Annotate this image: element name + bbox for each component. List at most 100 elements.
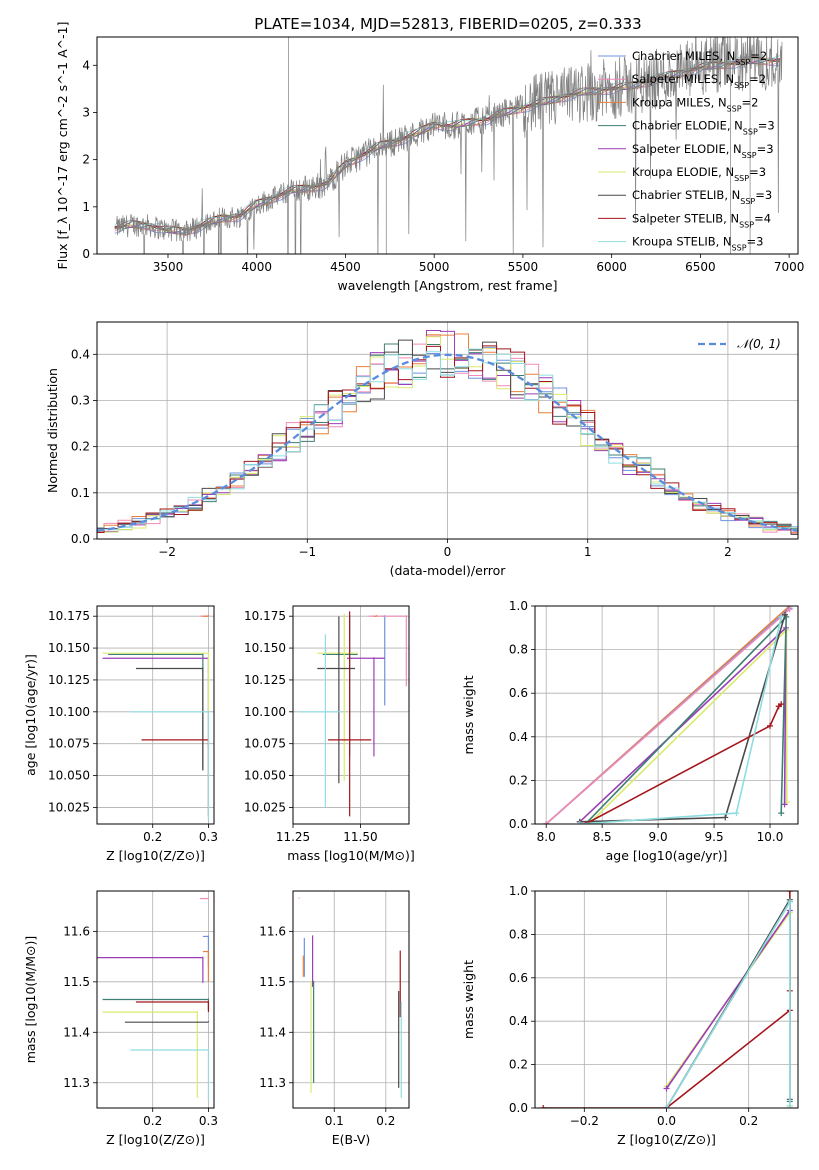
y-tick-label: 0.0: [71, 532, 90, 546]
x-tick-label: 5500: [508, 260, 539, 274]
y-tick-label: 0.6: [509, 686, 528, 700]
plot-area: [97, 330, 798, 535]
mass-weight-marker: [663, 1105, 670, 1108]
y-tick-label: 0.0: [509, 1101, 528, 1115]
panel-mass-vs-Z: 0.2 0.3 11.3 11.4 11.5 11.6 Z [log10(Z/Z⊙)] mas…: [23, 890, 218, 1147]
y-tick-label: 0: [82, 247, 90, 261]
y-tick-label: 10.125: [244, 673, 286, 687]
y-tick-label: 10.175: [48, 609, 90, 623]
y-tick-label: 0.8: [509, 927, 528, 941]
mass-weight-line: [545, 608, 791, 824]
plot-area: [102, 615, 210, 821]
data-point: [317, 616, 356, 784]
y-tick-label: 0.4: [71, 347, 90, 361]
mass-weight-line: [665, 910, 791, 1089]
x-tick-label: 0.3: [199, 1114, 218, 1128]
data-point: [102, 652, 210, 768]
mass-weight-line: [590, 628, 788, 823]
plot-area: [298, 611, 407, 817]
mass-weight-marker: [782, 611, 789, 618]
mass-weight-marker: [543, 821, 550, 824]
mass-weight-marker: [733, 810, 740, 817]
y-tick-label: 0.3: [71, 393, 90, 407]
mass-weight-marker: [778, 613, 785, 620]
y-axis-label: mass weight: [461, 960, 476, 1039]
data-point: [322, 615, 358, 757]
mass-weight-line: [584, 614, 788, 824]
y-tick-label: 11.4: [63, 1025, 90, 1039]
y-tick-label: 0.1: [71, 486, 90, 500]
y-tick-label: 10.150: [244, 641, 286, 655]
y-tick-label: 1.0: [509, 599, 528, 613]
mass-weight-marker: [778, 810, 785, 817]
mass-weight-marker: [786, 891, 793, 894]
panel-mass-weight-vs-Z: −0.2 0.0 0.2 0.0 0.2 0.4 0.6 0.8 1.0 Z [log10(Z/Z…: [461, 884, 799, 1147]
data-point: [102, 657, 210, 748]
mass-weight-marker: [786, 606, 793, 613]
residual-histogram-step: [97, 348, 798, 531]
legend-entry: Kroupa STELIB, NSSP=3: [632, 235, 763, 253]
panel-age-vs-mass: 11.25 11.50 10.025 10.050 10.075 10.100 10.125…: [244, 605, 415, 863]
y-tick-label: 10.125: [48, 673, 90, 687]
histogram-legend: 𝒩(0, 1): [698, 337, 781, 351]
x-tick-label: 3500: [153, 260, 184, 274]
axes-frame: [96, 890, 215, 1109]
y-tick-label: 10.025: [244, 800, 286, 814]
data-point: [382, 615, 386, 706]
data-point: [102, 1011, 198, 1098]
x-tick-label: 0.2: [143, 830, 162, 844]
mass-weight-marker: [663, 1085, 670, 1092]
data-point: [102, 998, 210, 1010]
y-tick-label: 2: [82, 153, 90, 167]
y-tick-label: 11.5: [259, 975, 286, 989]
legend-entry: Chabrier ELODIE, NSSP=3: [632, 119, 775, 137]
data-point: [136, 667, 204, 771]
x-tick-label: −2: [158, 545, 176, 559]
panel-residual-histogram: −2 −1 0 1 2 0.0 0.1 0.2 0.3 0.4 (data-model)/error…: [45, 321, 799, 578]
data-point: [136, 1001, 210, 1013]
data-point: [141, 738, 210, 817]
x-tick-label: 0.1: [325, 1114, 344, 1128]
x-axis-label: (data-model)/error: [390, 563, 507, 578]
y-tick-label: 1: [82, 200, 90, 214]
y-tick-label: 0.2: [71, 440, 90, 454]
x-tick-label: 1: [584, 545, 592, 559]
figure-title: PLATE=1034, MJD=52813, FIBERID=0205, z=0…: [254, 15, 641, 33]
x-tick-label: 4500: [330, 260, 361, 274]
y-tick-label: 4: [82, 58, 90, 72]
data-point: [346, 657, 385, 757]
legend-entry: Salpeter MILES, NSSP=2: [632, 72, 766, 90]
y-axis-label: mass weight: [461, 675, 476, 754]
data-point: [200, 897, 210, 900]
data-point: [130, 710, 210, 821]
mass-weight-line: [579, 625, 787, 823]
y-axis-label: Normed distribution: [45, 368, 60, 493]
x-tick-label: 7000: [774, 260, 805, 274]
x-tick-label: 0.2: [143, 1114, 162, 1128]
y-tick-label: 0.2: [509, 773, 528, 787]
x-tick-label: 0.3: [199, 830, 218, 844]
x-tick-label: 11.50: [343, 830, 377, 844]
data-point: [97, 956, 204, 983]
y-tick-label: 10.175: [244, 609, 286, 623]
legend-entry: Chabrier MILES, NSSP=2: [632, 49, 767, 67]
y-tick-label: 10.075: [244, 737, 286, 751]
y-tick-label: 1.0: [509, 884, 528, 898]
data-point: [130, 1048, 210, 1101]
x-axis-label: E(B-V): [332, 1132, 371, 1147]
y-tick-label: 10.025: [48, 800, 90, 814]
y-tick-label: 3: [82, 105, 90, 119]
mass-weight-marker: [722, 814, 729, 821]
y-tick-label: 11.3: [259, 1076, 286, 1090]
legend-entry: Chabrier STELIB, NSSP=3: [632, 188, 772, 206]
x-tick-label: 5000: [419, 260, 450, 274]
panel-mass-weight-vs-age: 8.0 8.5 9.0 9.5 10.0 0.0 0.2 0.4 0.6 0.8 1.0 age [l…: [461, 599, 799, 863]
x-axis-label: wavelength [Angstrom, rest frame]: [337, 278, 557, 293]
x-tick-label: 10.0: [757, 830, 784, 844]
y-tick-label: 0.6: [509, 971, 528, 985]
x-tick-label: 6500: [685, 260, 716, 274]
panel-spectrum: 3500 4000 4500 5000 5500 6000 6500 7000 0 1 2 3 4 wav…: [55, 22, 805, 293]
x-axis-label: Z [log10(Z/Z⊙)]: [106, 848, 205, 863]
y-axis-label: Flux [f_λ 10^-17 erg cm^-2 s^-1 A^-1]: [55, 22, 70, 270]
